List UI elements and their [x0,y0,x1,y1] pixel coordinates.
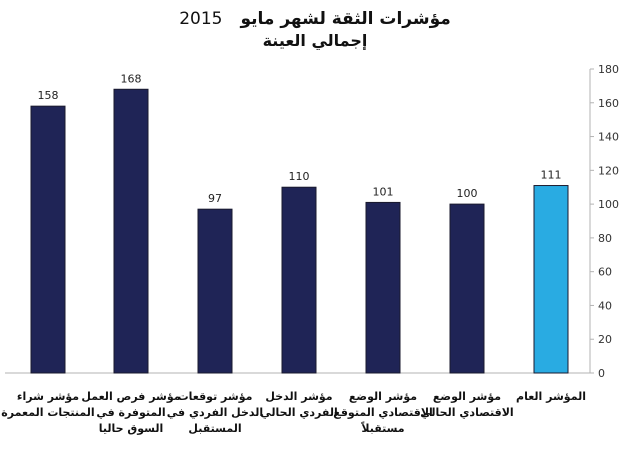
data-label: 168 [121,72,142,85]
x-category-label: مؤشر توقعات [178,390,253,403]
bar [30,105,66,374]
x-category-label: السوق حاليا [99,422,163,435]
bar [365,201,401,374]
x-category-label: مؤشر الوضع [433,390,501,403]
x-category-label: المتوفرة في [96,406,165,419]
y-tick-label: 80 [598,232,612,245]
bar [281,186,317,374]
chart-title-text: مؤشرات الثقة لشهر مايو [240,9,451,29]
bar [197,208,233,374]
x-category-label: مؤشر فرص العمل [81,390,180,403]
data-label: 111 [541,169,562,182]
chart-title: 2015 مؤشرات الثقة لشهر مايو [150,8,480,30]
x-category-label: مؤشر الوضع [349,390,417,403]
data-label: 101 [373,185,394,198]
x-category-label: الاقتصادي الحالي [420,406,513,419]
chart-subtitle: إجمالي العينة [262,31,368,50]
chart-title-block: 2015 مؤشرات الثقة لشهر مايو إجمالي العينة [150,8,480,52]
x-category-label: مؤشر شراء [17,390,79,403]
bar [449,203,485,374]
x-category-label: الدخل الفردي في [167,406,263,419]
y-tick-label: 0 [598,367,605,380]
y-tick-label: 120 [598,164,619,177]
bar [113,88,149,374]
x-category-label: المؤشر العام [516,390,586,403]
y-tick-label: 140 [598,131,619,144]
x-category-label: المنتجات المعمرة [1,406,94,419]
x-category-label: الاقتصادي المتوقع [333,406,433,419]
y-tick-label: 20 [598,333,612,346]
data-label: 100 [457,187,478,200]
y-tick-label: 60 [598,266,612,279]
x-category-label: الفردي الحالي [260,406,337,419]
x-category-label: مؤشر الدخل [265,390,332,403]
data-label: 97 [208,192,222,205]
bar [533,185,569,374]
data-label: 158 [38,89,59,102]
y-tick-label: 160 [598,97,619,110]
y-tick-label: 40 [598,299,612,312]
x-category-label: مستقبلاً [361,420,405,435]
x-category-label: المستقبل [188,422,241,435]
chart-title-year: 2015 [179,9,223,29]
y-tick-label: 180 [598,63,619,76]
y-tick-label: 100 [598,198,619,211]
data-label: 110 [289,170,310,183]
